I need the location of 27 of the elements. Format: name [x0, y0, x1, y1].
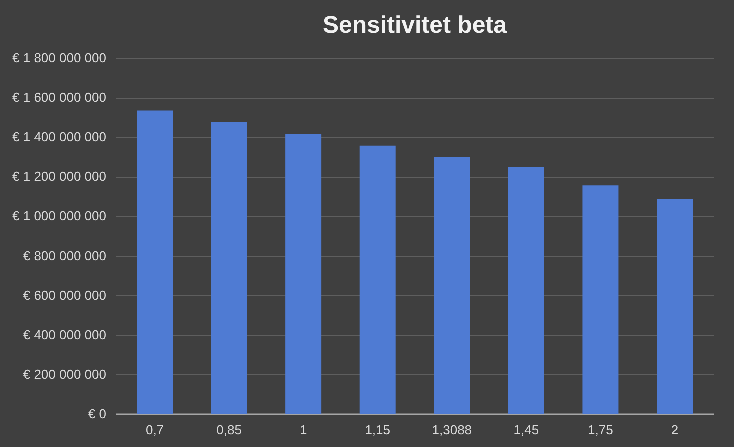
x-tick-label: 1	[300, 422, 308, 438]
bar	[434, 157, 470, 414]
x-tick-label: 2	[671, 422, 679, 438]
bar	[286, 134, 322, 414]
y-tick-label: € 600 000 000	[23, 288, 106, 303]
y-tick-label: € 200 000 000	[23, 366, 106, 382]
x-tick-label: 0,7	[146, 422, 164, 438]
y-tick-label: € 1 400 000 000	[12, 130, 106, 145]
y-tick-label: € 800 000 000	[23, 248, 106, 264]
chart-title: Sensitivitet beta	[322, 12, 508, 39]
bar	[657, 199, 693, 414]
x-tick-label: 0,85	[216, 422, 242, 438]
y-tick-label: € 0	[88, 406, 106, 422]
bar	[508, 166, 544, 414]
x-tick-label: 1,15	[365, 422, 391, 438]
bar	[211, 122, 248, 414]
bar	[582, 186, 619, 414]
x-tick-label: 1,75	[588, 422, 614, 438]
x-tick-label: 1,45	[514, 422, 540, 438]
bar	[360, 146, 396, 414]
y-tick-label: € 1 000 000 000	[12, 208, 106, 224]
y-tick-label: € 1 200 000 000	[12, 169, 106, 184]
x-tick-label: 1,3088	[432, 422, 472, 438]
bar	[137, 110, 173, 414]
y-tick-label: € 400 000 000	[23, 327, 106, 342]
y-tick-label: € 1 600 000 000	[12, 90, 106, 106]
y-tick-label: € 1 800 000 000	[12, 50, 106, 66]
